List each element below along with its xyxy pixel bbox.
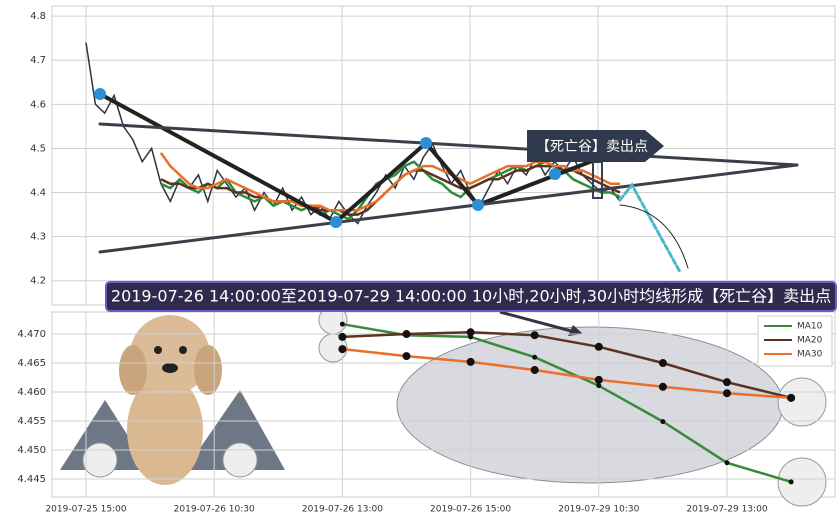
y-tick-label: 4.470	[17, 329, 46, 340]
legend-label: MA30	[797, 350, 823, 360]
point	[658, 382, 667, 391]
point	[594, 342, 603, 351]
top-panel	[51, 5, 836, 306]
banner-text: 2019-07-26 14:00:00至2019-07-29 14:00:00 …	[111, 287, 831, 306]
point	[466, 328, 475, 337]
y-tick-label: 4.5	[30, 143, 46, 154]
point	[338, 332, 347, 341]
point	[338, 345, 347, 354]
legend-label: MA10	[797, 322, 823, 332]
highlight-ellipse	[396, 326, 784, 484]
point	[596, 383, 602, 389]
pattern-lines	[94, 88, 799, 274]
legend: MA10 MA20 MA30	[757, 315, 833, 367]
series-line	[342, 347, 792, 400]
point	[787, 393, 796, 402]
series-line	[342, 322, 792, 484]
point	[530, 365, 539, 374]
y-tick-label: 4.8	[30, 11, 46, 22]
x-tick-label: 2019-07-26 13:00	[302, 505, 383, 515]
x-tick-label: 2019-07-29 13:00	[686, 505, 767, 515]
y-tick-label: 4.445	[17, 474, 46, 485]
point	[724, 460, 730, 466]
y-tick-label: 4.455	[17, 416, 46, 427]
legend-label: MA20	[797, 336, 823, 346]
point	[402, 352, 411, 361]
series-line	[342, 331, 792, 400]
point	[723, 389, 731, 398]
point	[530, 331, 539, 340]
point	[788, 479, 794, 485]
sell-point-callout: 【死亡谷】卖出点	[527, 130, 664, 162]
point	[339, 321, 345, 327]
x-tick-label: 2019-07-26 15:00	[430, 505, 511, 515]
point	[466, 357, 475, 366]
x-tick-label: 2019-07-25 15:00	[45, 505, 126, 515]
y-tick-label: 4.2	[30, 276, 46, 287]
point	[660, 419, 666, 425]
banner: 2019-07-26 14:00:00至2019-07-29 14:00:00 …	[105, 281, 837, 312]
y-tick-label: 4.4	[30, 188, 46, 199]
x-tick-label: 2019-07-26 10:30	[174, 505, 255, 515]
callout-text: 【死亡谷】卖出点	[536, 139, 648, 155]
point	[723, 378, 731, 387]
y-tick-label: 4.6	[30, 99, 46, 110]
y-tick-label: 4.7	[30, 55, 46, 66]
point	[594, 375, 603, 384]
bottom-plot: 4.445 4.450 4.455 4.460 4.465 4.470 2019-07-25…	[17, 312, 835, 515]
y-tick-label: 4.450	[17, 445, 46, 456]
point	[658, 359, 667, 368]
skulls	[318, 305, 827, 507]
y-tick-label: 4.3	[30, 232, 46, 243]
y-tick-label: 4.465	[17, 358, 46, 369]
point	[402, 330, 411, 339]
pointer-arrow-head	[568, 325, 583, 336]
point	[532, 354, 538, 360]
y-tick-label: 4.460	[17, 387, 46, 398]
top-plot: 4.2 4.3 4.4 4.5 4.6 4.7 4.8	[30, 11, 835, 287]
pointer-arrow	[499, 310, 576, 334]
x-tick-label: 2019-07-29 10:30	[558, 505, 639, 515]
